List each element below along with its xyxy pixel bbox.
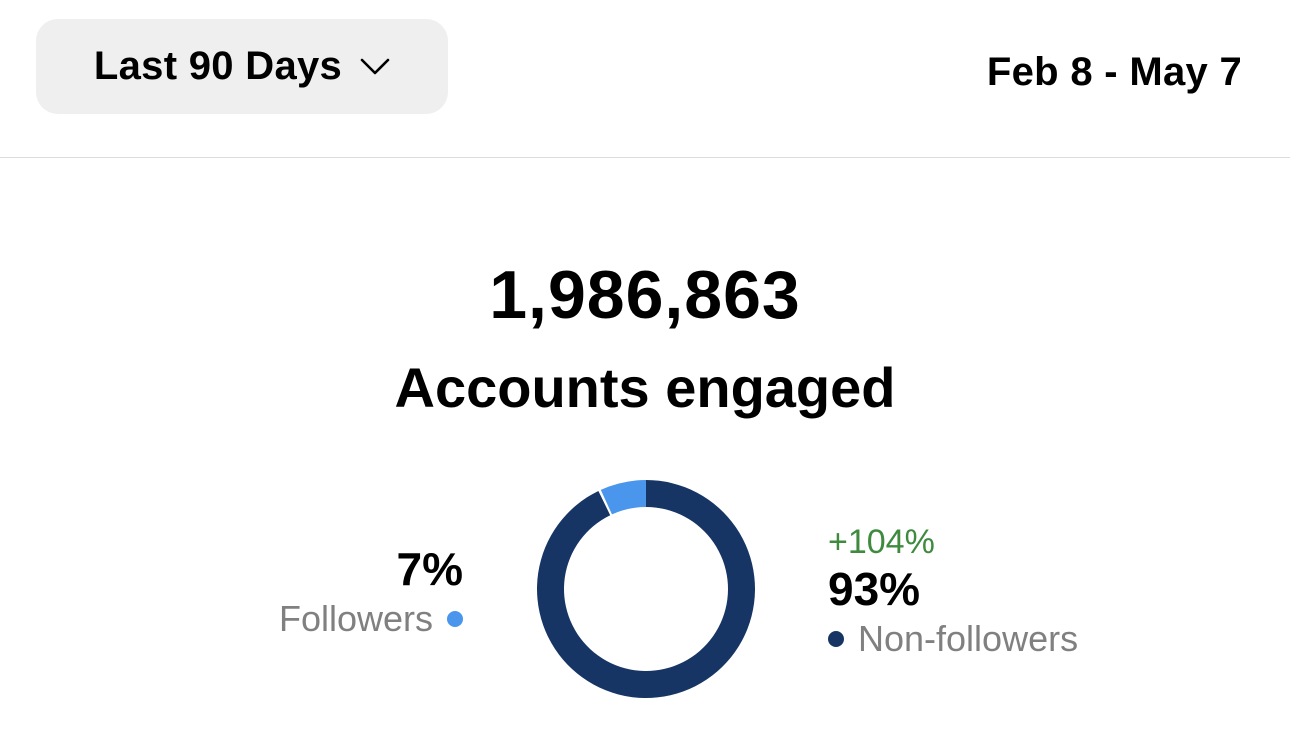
non-followers-label: Non-followers [858,618,1079,659]
accounts-engaged-label: Accounts engaged [394,356,896,419]
followers-legend: Followers [279,596,463,642]
accounts-engaged-count: 1,986,863 [489,257,801,333]
followers-segment [600,480,646,515]
followers-label: Followers [278,598,433,639]
chevron-down-icon [360,58,390,74]
non-followers-stat: +104% 93% Non-followers [828,522,1078,662]
non-followers-legend: Non-followers [828,616,1078,662]
non-followers-legend-dot [828,631,844,647]
non-followers-change: +104% [828,523,935,561]
date-range-selector-label: Last 90 Days [93,44,343,88]
non-followers-segment [537,480,755,698]
followers-stat: 7% Followers [279,542,463,642]
followers-percent: 7% [396,543,463,595]
non-followers-percent: 93% [828,563,921,615]
audience-donut-chart [537,480,755,698]
date-range-selector[interactable]: Last 90 Days [36,19,448,114]
followers-legend-dot [447,611,463,627]
date-range-text: Feb 8 - May 7 [986,50,1242,94]
header-divider [0,157,1290,158]
